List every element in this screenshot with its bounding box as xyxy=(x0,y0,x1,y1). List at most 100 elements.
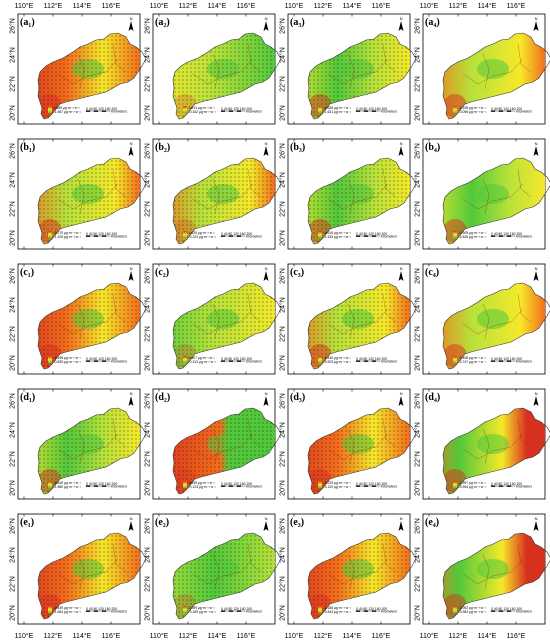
legend-high: -1.997 μg·m⁻³·a⁻¹ xyxy=(459,481,487,485)
lat-tick: 20°N xyxy=(279,230,287,246)
north-arrow-icon: N xyxy=(263,266,269,281)
city-boundaries xyxy=(462,543,532,590)
map-panel: 26°N 24°N 22°N 20°N (b₁) N -0.270 μg·m⁻³·a⁻¹-1… xyxy=(9,138,147,250)
legend-high: -0.430 μg·m⁻³·a⁻¹ xyxy=(324,356,352,360)
lat-tick: 22°N xyxy=(144,201,152,217)
lat-tick: 24°N xyxy=(414,422,422,438)
city-boundaries xyxy=(327,168,397,215)
lat-tick: 26°N xyxy=(279,18,287,34)
north-arrow-icon: N xyxy=(128,266,134,281)
bottom-lon-tick: 116°E xyxy=(372,632,391,640)
lat-tick: 20°N xyxy=(144,230,152,246)
legend-low: -0.313 μg·m⁻³·a⁻¹ xyxy=(189,360,217,364)
lat-tick: 24°N xyxy=(9,172,17,188)
legend-colorbar xyxy=(48,606,52,613)
scale-unit: Kilometers xyxy=(111,359,127,363)
map-panel: 26°N 24°N 22°N 20°N (d₃) N -1.229 μg·m⁻³·a⁻¹-3… xyxy=(279,388,417,500)
scale-ticks: 0 40 80 120 160 200 xyxy=(221,482,252,486)
top-lon-tick: 112°E xyxy=(449,2,468,10)
legend-low: -0.342 μg·m⁻³·a⁻¹ xyxy=(189,110,217,114)
lat-tick: 26°N xyxy=(414,393,422,409)
city-boundaries xyxy=(327,43,397,90)
north-arrow-icon: N xyxy=(398,266,404,281)
legend-colorbar xyxy=(48,106,52,113)
lat-tick: 24°N xyxy=(144,172,152,188)
lat-tick: 22°N xyxy=(9,576,17,592)
map-panel: 26°N 24°N 22°N 20°N (b₃) N -0.616 μg·m⁻³·a⁻¹-4… xyxy=(279,138,417,250)
map-panels: 110°E 110°E 110°E 110°E 112°E 112°E 112°E 112°E… xyxy=(9,2,550,640)
panel-label: (b₂) xyxy=(155,142,170,153)
city-boundaries xyxy=(462,168,532,215)
lat-tick: 26°N xyxy=(144,268,152,284)
legend-low: -0.223 μg·m⁻³·a⁻¹ xyxy=(189,235,217,239)
lat-tick: 20°N xyxy=(279,605,287,621)
province-outline xyxy=(172,407,282,495)
map-panel: 26°N 24°N 22°N 20°N (d₄) N -1.997 μg·m⁻³·a⁻¹-3… xyxy=(414,388,550,500)
scale-unit: Kilometers xyxy=(246,234,262,238)
top-lon-tick: 112°E xyxy=(44,2,63,10)
legend-low: -0.839 μg·m⁻³·a⁻¹ xyxy=(54,360,82,364)
north-label: N xyxy=(265,16,268,21)
city-boundaries xyxy=(57,418,127,465)
scale-ticks: 0 40 80 120 160 200 xyxy=(356,482,387,486)
legend-low: -3.120 μg·m⁻³·a⁻¹ xyxy=(324,485,352,489)
legend-high: 3.049 μg·m⁻³·a⁻¹ xyxy=(189,481,216,485)
province-outline xyxy=(307,32,417,120)
city-boundaries xyxy=(192,43,262,90)
legend-colorbar xyxy=(318,231,322,238)
panel-label: (b₁) xyxy=(20,142,35,153)
scale-ticks: 0 40 80 120 160 200 xyxy=(491,107,522,111)
legend-low: -3.747 μg·m⁻³·a⁻¹ xyxy=(459,360,487,364)
legend-colorbar xyxy=(453,606,457,613)
top-lon-tick: 116°E xyxy=(102,2,121,10)
lat-tick: 20°N xyxy=(9,605,17,621)
legend-colorbar xyxy=(318,356,322,363)
north-label: N xyxy=(265,141,268,146)
city-boundaries xyxy=(57,168,127,215)
lat-tick: 22°N xyxy=(279,201,287,217)
city-boundaries xyxy=(192,168,262,215)
lat-tick: 22°N xyxy=(9,76,17,92)
legend-colorbar xyxy=(183,231,187,238)
bottom-lon-tick: 116°E xyxy=(507,632,526,640)
lat-tick: 24°N xyxy=(414,297,422,313)
bottom-lon-tick: 114°E xyxy=(478,632,497,640)
north-arrow-icon: N xyxy=(533,516,539,531)
lat-tick: 24°N xyxy=(279,47,287,63)
north-label: N xyxy=(535,16,538,21)
province-outline xyxy=(442,407,550,495)
map-panel: 26°N 24°N 22°N 20°N (b₂) N 1.025 μg·m⁻³·a⁻¹-0.… xyxy=(144,138,282,250)
province-outline xyxy=(172,532,282,620)
legend-high: -0.408 μg·m⁻³·a⁻¹ xyxy=(459,356,487,360)
city-boundaries xyxy=(57,543,127,590)
map-panel: 26°N 24°N 22°N 20°N (e₁) N -0.449 μg·m⁻³·a⁻¹-1… xyxy=(9,513,147,625)
bottom-lon-tick: 116°E xyxy=(237,632,256,640)
lat-tick: 20°N xyxy=(9,230,17,246)
legend-low: -3.903 μg·m⁻³·a⁻¹ xyxy=(324,360,352,364)
panel-label: (e₁) xyxy=(20,517,34,528)
north-label: N xyxy=(130,141,133,146)
legend-high: -0.270 μg·m⁻³·a⁻¹ xyxy=(54,231,82,235)
province-outline xyxy=(442,32,550,120)
legend-high: -0.649 μg·m⁻³·a⁻¹ xyxy=(54,481,82,485)
scale-unit: Kilometers xyxy=(516,484,532,488)
lat-tick: 22°N xyxy=(414,576,422,592)
lat-tick: 26°N xyxy=(9,518,17,534)
bottom-lon-tick: 114°E xyxy=(73,632,92,640)
lat-tick: 24°N xyxy=(9,297,17,313)
scale-unit: Kilometers xyxy=(516,609,532,613)
legend-high: -0.198 μg·m⁻³·a⁻¹ xyxy=(54,356,82,360)
scale-ticks: 0 40 80 120 160 200 xyxy=(86,607,117,611)
map-panel: 26°N 24°N 22°N 20°N (e₃) N -1.186 μg·m⁻³·a⁻¹-3… xyxy=(279,513,417,625)
lat-tick: 20°N xyxy=(414,105,422,121)
legend-low: -3.843 μg·m⁻³·a⁻¹ xyxy=(324,610,352,614)
legend-colorbar xyxy=(183,606,187,613)
lat-tick: 24°N xyxy=(9,547,17,563)
panel-label: (c₄) xyxy=(425,267,439,278)
top-lon-tick: 114°E xyxy=(343,2,362,10)
